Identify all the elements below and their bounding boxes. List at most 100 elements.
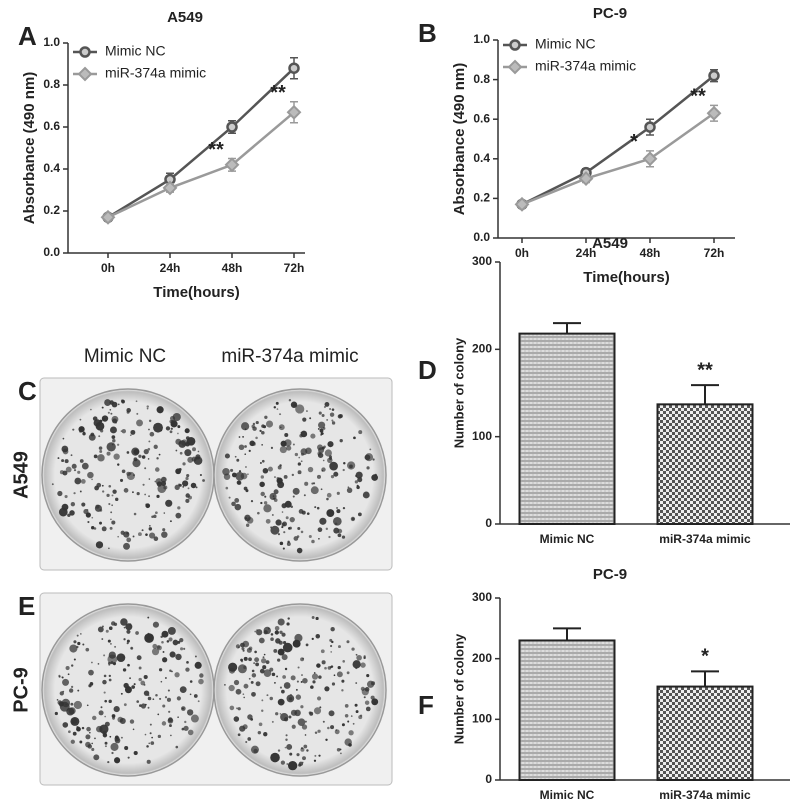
colony: [79, 490, 82, 493]
colony: [171, 419, 174, 423]
colony: [266, 694, 269, 697]
colony: [197, 450, 200, 453]
colony: [333, 527, 340, 534]
colony: [264, 415, 268, 419]
y-tick-label: 100: [472, 712, 492, 726]
colony: [141, 529, 144, 532]
colony: [324, 666, 327, 670]
colony: [105, 629, 109, 633]
colony: [229, 705, 235, 711]
colony: [275, 712, 279, 716]
colony: [270, 633, 274, 636]
colony: [184, 449, 192, 457]
colony: [117, 716, 124, 723]
colony: [344, 704, 349, 708]
colony: [147, 634, 154, 642]
colony: [326, 497, 329, 501]
significance: *: [701, 646, 709, 668]
colony: [67, 513, 71, 517]
colony: [347, 486, 350, 489]
colony: [186, 709, 194, 716]
colony: [247, 737, 252, 741]
colony: [278, 424, 285, 431]
colony: [77, 641, 81, 646]
colony: [342, 506, 346, 510]
colony: [279, 445, 287, 454]
colony: [149, 723, 152, 726]
series-line: [521, 112, 715, 206]
colony: [325, 527, 328, 531]
colony: [283, 682, 291, 689]
colony: [88, 669, 94, 676]
colony: [298, 509, 304, 514]
colony: [79, 740, 83, 744]
colony: [156, 494, 160, 498]
colony: [300, 681, 303, 683]
colony: [346, 487, 353, 494]
colony: [350, 715, 353, 717]
colony: [153, 422, 163, 433]
colony: [270, 446, 274, 449]
colony: [237, 707, 241, 711]
colony: [103, 691, 106, 694]
colony: [341, 723, 345, 727]
colony: [93, 527, 97, 530]
colony: [318, 421, 326, 429]
colony: [273, 498, 278, 502]
colony: [187, 729, 194, 736]
colony: [236, 707, 238, 710]
colony: [168, 717, 173, 723]
colony: [282, 642, 293, 653]
colony: [168, 637, 173, 642]
colony: [285, 738, 288, 742]
colony: [275, 638, 281, 644]
colony: [244, 453, 247, 456]
colony: [85, 647, 90, 652]
colony: [238, 646, 240, 649]
colony: [80, 427, 82, 430]
colony: [283, 641, 287, 645]
colony: [138, 454, 142, 458]
colony: [108, 502, 111, 506]
colony: [132, 459, 141, 468]
colony: [171, 670, 173, 673]
colony: [245, 489, 249, 493]
colony: [332, 516, 342, 526]
colony: [248, 677, 251, 680]
colony: [250, 500, 254, 503]
colony: [126, 629, 131, 634]
colony: [167, 626, 176, 635]
colony: [129, 719, 135, 724]
colony: [358, 715, 363, 720]
colony: [129, 677, 131, 680]
colony: [310, 433, 316, 439]
colony: [99, 509, 103, 512]
colony: [85, 734, 91, 740]
colony: [313, 672, 316, 674]
colony: [261, 709, 264, 712]
colony: [102, 490, 105, 493]
colony: [297, 462, 302, 466]
colony: [73, 469, 77, 472]
colony: [148, 742, 151, 745]
colony: [147, 632, 150, 635]
colony: [62, 678, 70, 686]
colony: [162, 651, 165, 653]
colony: [138, 677, 142, 682]
colony: [336, 509, 341, 514]
colony: [65, 665, 70, 671]
colony: [324, 449, 332, 457]
colony: [185, 498, 190, 503]
colony: [261, 658, 267, 664]
colony: [330, 475, 335, 479]
colony: [81, 726, 85, 730]
colony: [115, 497, 119, 502]
colony: [319, 517, 327, 525]
marker: [79, 46, 91, 58]
colony: [256, 629, 263, 636]
colony: [76, 727, 79, 730]
colony: [353, 436, 356, 440]
colony: [129, 434, 132, 437]
colony: [76, 645, 79, 649]
y-tick-label: 0.8: [473, 72, 490, 86]
